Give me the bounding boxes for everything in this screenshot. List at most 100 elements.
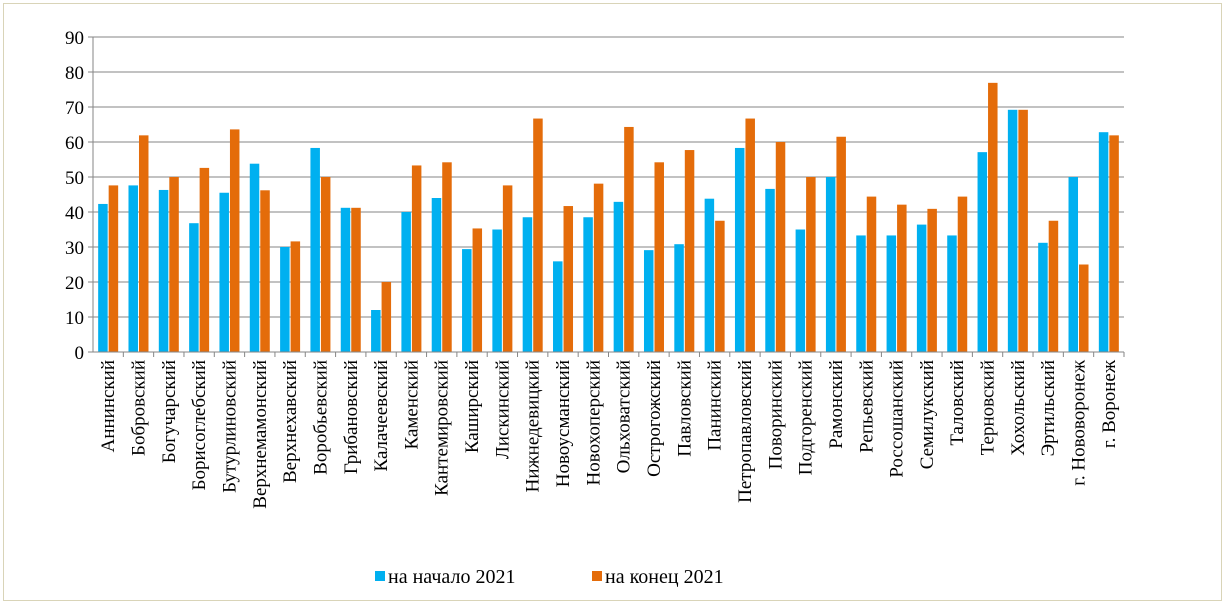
bar-series-1: [1098, 132, 1109, 352]
category-label: Репьевский: [856, 360, 877, 453]
y-tick-label: 70: [65, 98, 84, 119]
bar-series-2: [472, 228, 483, 352]
category-label: Верхнемамонский: [250, 360, 271, 509]
legend: на начало 2021 на конец 2021: [375, 566, 724, 588]
bar-series-2: [1109, 135, 1119, 352]
y-tick-label: 40: [65, 203, 84, 224]
bar-series-2: [108, 185, 119, 352]
bar-series-1: [1007, 109, 1018, 352]
category-label: Семилукский: [917, 360, 938, 469]
y-tick-labels: 0 10 20 30 40 50 60 70 80 90: [65, 28, 84, 364]
bar-series-1: [825, 177, 836, 352]
bar-series-1: [371, 310, 381, 352]
bar-series-2: [1079, 264, 1089, 352]
legend-swatch: [375, 571, 385, 581]
bar-series-1: [128, 185, 138, 352]
bar-series-2: [684, 150, 695, 352]
bar-series-1: [98, 203, 108, 352]
bar-series-2: [199, 167, 210, 352]
legend-label: на конец 2021: [605, 566, 724, 588]
category-label: Павловский: [674, 360, 695, 457]
category-label: Воробьевский: [310, 360, 331, 475]
bar-series-2: [927, 208, 937, 352]
bar-series-2: [442, 162, 452, 352]
bar-series-2: [138, 135, 149, 352]
category-label: Борисоглебский: [189, 360, 210, 490]
axes: [88, 36, 1125, 357]
bar-series-2: [381, 282, 392, 352]
bar-series-1: [280, 247, 290, 352]
bar-series-1: [462, 249, 472, 352]
bar-series-1: [310, 147, 320, 352]
bar-series-1: [219, 192, 229, 352]
bar-series-2: [654, 162, 664, 352]
bar-series-2: [988, 82, 998, 352]
category-label: Рамонский: [826, 360, 847, 449]
category-label: Каменский: [401, 360, 422, 449]
y-tick-label: 20: [65, 273, 84, 294]
bar-series-2: [502, 185, 513, 352]
bar-series-1: [158, 189, 169, 352]
legend-label: на начало 2021: [388, 566, 515, 588]
bar-series-2: [320, 177, 331, 352]
category-label: Верхнехавский: [280, 360, 301, 483]
bar-series-1: [522, 217, 533, 352]
bar-series-1: [492, 229, 502, 352]
category-label: Подгоренский: [796, 360, 817, 475]
bar-series-2: [593, 183, 604, 352]
bar-series-1: [643, 250, 654, 352]
category-label: Петропавловский: [735, 360, 756, 503]
category-label: Аннинский: [98, 360, 119, 452]
bar-series-1: [674, 244, 684, 352]
category-label: Поворинский: [765, 360, 786, 469]
y-tick-label: 10: [65, 308, 84, 329]
bar-series-2: [1048, 220, 1059, 352]
category-label: Россошанский: [887, 360, 908, 478]
bar-series-1: [795, 229, 806, 352]
bar-series-2: [897, 204, 907, 352]
bar-series-1: [401, 212, 411, 352]
category-label: г. Нововоронеж: [1069, 359, 1090, 486]
bar-series-2: [806, 177, 816, 352]
y-tick-label: 90: [65, 28, 84, 49]
bar-series-2: [775, 142, 786, 352]
gridlines: [93, 36, 1124, 318]
category-label: Каширский: [462, 360, 483, 453]
bar-series-2: [957, 196, 968, 352]
category-label: Лискинский: [492, 360, 513, 459]
legend-swatch: [592, 571, 602, 581]
category-label: Нижнедевицкий: [523, 360, 544, 492]
category-label: Богучарский: [159, 360, 180, 463]
category-label: Острогожский: [644, 360, 665, 477]
category-label: Таловский: [947, 360, 968, 446]
y-tick-label: 30: [65, 238, 84, 259]
bar-series-1: [189, 223, 199, 352]
bar-series-1: [613, 201, 624, 352]
bar-series-2: [745, 118, 755, 352]
y-tick-label: 50: [65, 168, 84, 189]
bar-series-1: [947, 235, 957, 352]
category-label: Новоусманский: [553, 360, 574, 487]
bar-series-1: [553, 261, 563, 352]
bar-series-2: [533, 118, 543, 352]
bar-series-2: [866, 196, 877, 352]
category-label: Эртильский: [1038, 360, 1059, 456]
category-label: Калачеевский: [371, 360, 392, 471]
y-tick-label: 0: [75, 343, 85, 364]
bar-series-2: [229, 129, 240, 352]
bar-series-2: [411, 165, 422, 352]
category-label: Грибановский: [341, 360, 362, 474]
category-label: Бутурлиновский: [219, 360, 240, 493]
y-tick-label: 80: [65, 63, 84, 84]
category-label: Хохольский: [1008, 360, 1029, 456]
bar-series-2: [563, 206, 574, 352]
bar-series-2: [836, 136, 846, 352]
category-label: Новохоперский: [583, 360, 604, 485]
category-label: Терновский: [978, 360, 999, 455]
bar-series-1: [916, 224, 927, 352]
bar-series-1: [856, 235, 866, 352]
category-label: Кантемировский: [432, 360, 453, 496]
bar-series-1: [340, 207, 351, 352]
category-label: Бобровский: [128, 360, 149, 456]
